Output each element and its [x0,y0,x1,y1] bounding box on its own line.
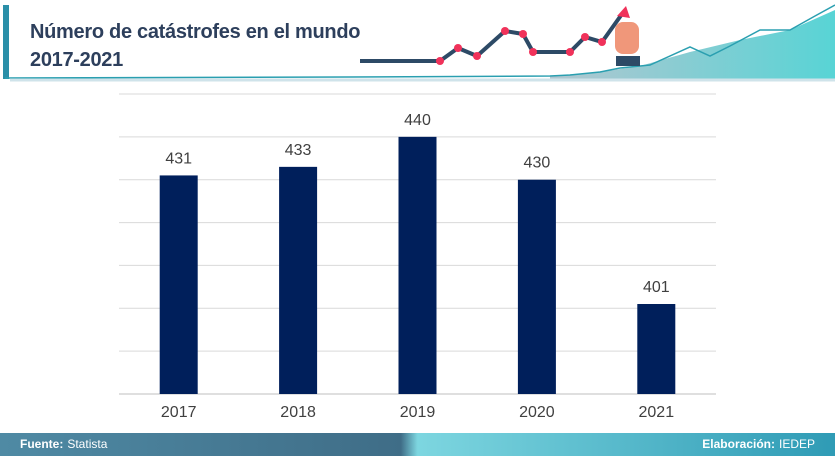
source: Fuente: Statista [20,433,107,456]
data-label: 430 [524,155,551,172]
x-tick-label: 2017 [161,404,197,421]
hand-icon [615,22,639,54]
source-label: Fuente: [20,437,64,451]
data-label: 440 [404,112,431,129]
title-line-2: 2017-2021 [30,49,123,71]
bar [637,304,676,394]
source-value: Statista [67,437,108,451]
footer: Fuente: Statista Elaboración: IEDEP [0,433,835,456]
arrow-icon [617,6,630,18]
credit-value: IEDEP [778,437,815,451]
data-label: 401 [643,279,670,296]
trend-decoration [4,4,835,82]
title-line-1: Número de catástrofes en el mundo [30,21,361,43]
x-tick-label: 2019 [400,404,436,421]
credit: Elaboración: IEDEP [702,433,815,456]
x-tick-label: 2020 [519,404,555,421]
bar [279,166,318,394]
x-tick-label: 2021 [639,404,675,421]
x-tick-label: 2018 [280,404,316,421]
bar [517,179,556,394]
title-accent-bar [3,5,9,79]
bar-chart: 431 2017 433 2018 440 2019 430 2020 401 2021 [119,93,716,421]
bar [398,136,437,394]
data-label: 433 [285,142,312,159]
credit-label: Elaboración: [702,437,775,451]
data-label: 431 [165,150,192,167]
chart-title: Número de catástrofes en el mundo 2017-2… [30,18,360,74]
bar [159,175,198,394]
